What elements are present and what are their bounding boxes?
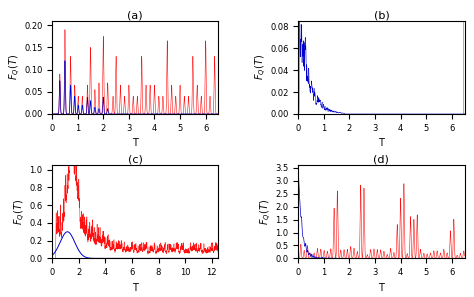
X-axis label: T: T [378, 138, 384, 148]
Title: (c): (c) [128, 154, 143, 165]
X-axis label: T: T [378, 283, 384, 293]
Y-axis label: $F_Q(T)$: $F_Q(T)$ [254, 54, 269, 80]
Y-axis label: $F_Q(T)$: $F_Q(T)$ [259, 199, 274, 225]
Y-axis label: $F_Q(T)$: $F_Q(T)$ [8, 54, 23, 80]
Y-axis label: $F_Q(T)$: $F_Q(T)$ [13, 199, 28, 225]
Title: (a): (a) [128, 10, 143, 20]
Title: (b): (b) [374, 10, 389, 20]
X-axis label: T: T [132, 283, 138, 293]
Title: (d): (d) [374, 154, 389, 165]
X-axis label: T: T [132, 138, 138, 148]
